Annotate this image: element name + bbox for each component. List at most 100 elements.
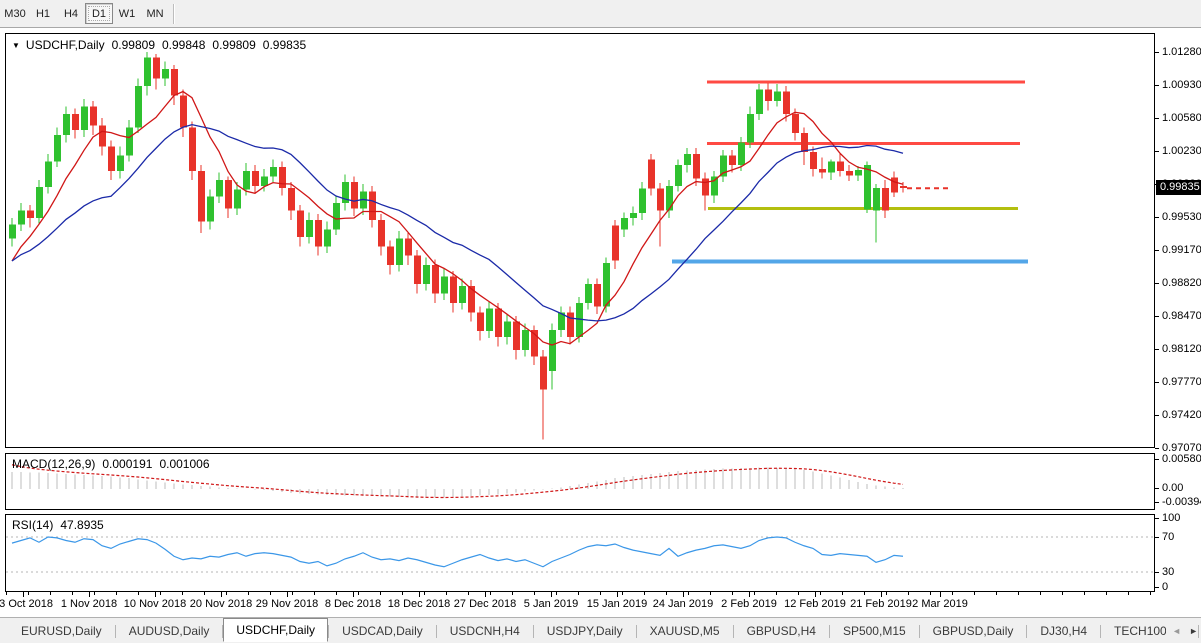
date-minor-tick [72, 592, 73, 595]
timeframe-button-mn[interactable]: MN [146, 7, 164, 20]
date-tick [749, 592, 750, 597]
tab-gbpusd-daily[interactable]: GBPUSD,Daily [932, 624, 1014, 638]
price-axis-label: 1.00930 [1162, 79, 1201, 91]
tab-dj30-h4[interactable]: DJ30,H4 [1040, 624, 1088, 638]
axis-tick [1155, 488, 1159, 489]
date-tick [419, 592, 420, 597]
date-minor-tick [666, 592, 667, 595]
axis-tick [1155, 118, 1159, 119]
tab-sp500-m15[interactable]: SP500,M15 [842, 624, 906, 638]
date-minor-tick [644, 592, 645, 595]
tab-scroll-left-icon[interactable]: ◄ [1172, 626, 1182, 636]
date-minor-tick [600, 592, 601, 595]
date-axis-label: 15 Jan 2019 [586, 598, 648, 610]
collapse-triangle-icon[interactable]: ▼ [12, 41, 20, 50]
price-axis-label: 0.98470 [1162, 310, 1201, 322]
axis-tick [1155, 52, 1159, 53]
date-minor-tick [952, 592, 953, 595]
tab-separator [114, 624, 116, 638]
rsi-chart[interactable] [6, 515, 1154, 591]
price-axis-label: 0.98820 [1162, 277, 1201, 289]
rsi-axis-label: 0 [1162, 581, 1169, 593]
date-minor-tick [314, 592, 315, 595]
axis-tick [1155, 85, 1159, 86]
ohlc-high: 0.99848 [162, 38, 206, 52]
chart-title: ▼ USDCHF,Daily 0.99809 0.99848 0.99809 0.9983… [12, 38, 306, 52]
date-minor-tick [28, 592, 29, 595]
rsi-label: RSI(14) 47.8935 [12, 518, 104, 532]
ma-slow-line[interactable] [11, 124, 904, 322]
date-minor-tick [226, 592, 227, 595]
macd-axis-label: -0.003945 [1162, 496, 1201, 508]
date-minor-tick [50, 592, 51, 595]
date-axis-label: 24 Jan 2019 [652, 598, 714, 610]
tab-separator [635, 624, 637, 638]
tab-separator [222, 624, 224, 638]
date-tick [221, 592, 222, 597]
axis-tick [1155, 572, 1159, 573]
date-minor-tick [1062, 592, 1063, 595]
tab-separator [435, 624, 437, 638]
date-minor-tick [908, 592, 909, 595]
ohlc-close: 0.99835 [262, 38, 307, 52]
tab-separator [328, 624, 330, 638]
macd-panel[interactable]: MACD(12,26,9) 0.000191 0.001006 [5, 453, 1155, 510]
date-axis-label: 23 Oct 2018 [0, 598, 53, 610]
ma-fast-line[interactable] [11, 90, 904, 346]
tab-gbpusd-h4[interactable]: GBPUSD,H4 [746, 624, 816, 638]
axis-tick [1155, 349, 1159, 350]
candlestick-chart[interactable] [6, 34, 1154, 447]
main-chart-panel[interactable]: ▼ USDCHF,Daily 0.99809 0.99848 0.99809 0.9983… [5, 33, 1155, 448]
rsi-panel[interactable]: RSI(14) 47.8935 [5, 514, 1155, 592]
rsi-line [11, 536, 904, 568]
date-minor-tick [1040, 592, 1041, 595]
tab-eurusd-daily[interactable]: EURUSD,Daily [21, 624, 102, 638]
tab-usdjpy-daily[interactable]: USDJPY,Daily [546, 624, 623, 638]
date-minor-tick [204, 592, 205, 595]
tab-separator [1100, 624, 1102, 638]
date-minor-tick [1150, 592, 1151, 595]
timeframe-button-d1[interactable]: D1 [85, 3, 113, 24]
date-axis-label: 29 Nov 2018 [255, 598, 319, 610]
date-minor-tick [94, 592, 95, 595]
date-tick [551, 592, 552, 597]
date-minor-tick [578, 592, 579, 595]
date-tick [683, 592, 684, 597]
date-minor-tick [534, 592, 535, 595]
tab-scroll-right-icon[interactable]: ► [1189, 626, 1198, 636]
date-minor-tick [1018, 592, 1019, 595]
date-minor-tick [842, 592, 843, 595]
tab-usdcnh-h4[interactable]: USDCNH,H4 [449, 624, 520, 638]
price-axis-label: 1.01280 [1162, 46, 1201, 58]
tab-xauusd-m5[interactable]: XAUUSD,M5 [649, 624, 720, 638]
axis-tick [1155, 459, 1159, 460]
date-minor-tick [622, 592, 623, 595]
macd-label: MACD(12,26,9) 0.000191 0.001006 [12, 457, 210, 471]
price-axis-label: 1.00230 [1162, 145, 1201, 157]
timeframe-button-h1[interactable]: H1 [35, 7, 51, 20]
tab-usdchf-daily[interactable]: USDCHF,Daily [223, 618, 329, 642]
date-minor-tick [556, 592, 557, 595]
macd-value-main: 0.000191 [102, 457, 153, 471]
date-tick [940, 592, 941, 597]
date-minor-tick [864, 592, 865, 595]
tab-audusd-daily[interactable]: AUDUSD,Daily [128, 624, 210, 638]
date-minor-tick [424, 592, 425, 595]
macd-chart[interactable] [6, 454, 1154, 509]
date-minor-tick [974, 592, 975, 595]
date-minor-tick [182, 592, 183, 595]
date-tick [353, 592, 354, 597]
date-minor-tick [754, 592, 755, 595]
price-axis: 1.012801.009301.005801.002300.998800.995… [1155, 27, 1201, 617]
date-minor-tick [446, 592, 447, 595]
rsi-axis-label: 70 [1162, 531, 1175, 543]
date-minor-tick [358, 592, 359, 595]
timeframe-button-h4[interactable]: H4 [63, 7, 79, 20]
date-axis-label: 20 Nov 2018 [189, 598, 253, 610]
axis-tick [1155, 518, 1159, 519]
current-price-box: 0.99835 [1156, 180, 1201, 195]
tab-usdcad-daily[interactable]: USDCAD,Daily [342, 624, 423, 638]
timeframe-button-m30[interactable]: M30 [4, 7, 26, 20]
timeframe-button-w1[interactable]: W1 [118, 7, 136, 20]
